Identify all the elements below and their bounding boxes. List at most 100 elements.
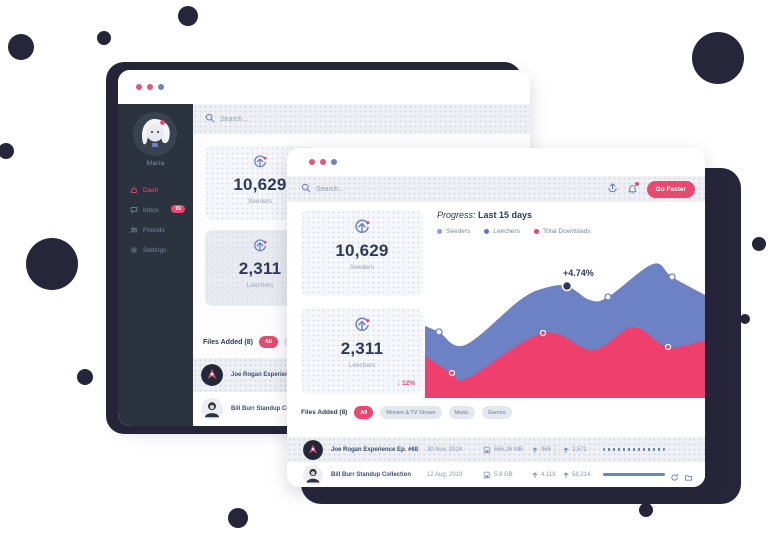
- decor-circle: [97, 31, 111, 45]
- seeds-count: 4,119: [541, 471, 556, 478]
- sidebar-nav: Dash Inbox 99 Friends: [118, 180, 193, 260]
- filter-chip-music[interactable]: Music: [448, 406, 475, 419]
- search-icon: [301, 180, 311, 198]
- legend-item-total-downloads[interactable]: Total Downloads: [533, 228, 591, 235]
- window-close-button[interactable]: [136, 84, 142, 90]
- gear-icon: [130, 246, 138, 254]
- filter-chip-all[interactable]: All: [354, 406, 374, 419]
- search-placeholder: Search...: [316, 185, 345, 193]
- user-avatar[interactable]: [133, 112, 177, 156]
- progress-bar: [603, 473, 665, 476]
- file-title: Bill Burr Standup Collection: [231, 406, 312, 412]
- friends-icon: [130, 226, 138, 234]
- legend-label: Total Downloads: [542, 228, 591, 235]
- file-thumbnail: [201, 398, 223, 420]
- files-title: Files Added (8): [203, 338, 253, 346]
- stat-label: Seeders: [349, 263, 375, 271]
- decor-circle: [740, 314, 750, 324]
- window-close-button[interactable]: [309, 159, 315, 165]
- window-minimize-button[interactable]: [147, 84, 153, 90]
- filter-chip-movies-tv[interactable]: Movies & TV Shows: [380, 406, 442, 419]
- stat-label: Seeders: [247, 197, 273, 205]
- legend-dot: [437, 229, 442, 234]
- notifications-button[interactable]: [627, 181, 639, 195]
- files-header: Files Added (8) All Movies & TV Shows Mu…: [301, 406, 695, 419]
- window-maximize-button[interactable]: [158, 84, 164, 90]
- decor-circle: [639, 503, 653, 517]
- seed-upload-icon: [252, 154, 268, 175]
- file-thumbnail: [303, 464, 323, 485]
- stat-value: 10,629: [335, 241, 389, 260]
- sidebar-item-inbox[interactable]: Inbox 99: [118, 200, 193, 220]
- leech-download-icon: [252, 238, 268, 259]
- window-minimize-button[interactable]: [320, 159, 326, 165]
- stat-label: Leechers: [348, 361, 376, 369]
- stat-label: Leechers: [246, 281, 274, 289]
- peers-up-icon: [562, 462, 570, 487]
- peers-count: 58,214: [572, 471, 591, 478]
- chart-legend: Seeders Leechers Total Downloads: [437, 228, 591, 235]
- go-faster-button[interactable]: Go Faster: [646, 180, 695, 198]
- file-thumbnail: [201, 364, 223, 386]
- chart-title: Progress: Last 15 days: [437, 210, 532, 220]
- chart-title-main: Last 15 days: [478, 210, 533, 220]
- peers-up-icon: [562, 437, 570, 462]
- filter-chip-games[interactable]: Games: [481, 406, 512, 419]
- seed-upload-icon: [353, 218, 371, 241]
- sidebar-item-friends[interactable]: Friends: [118, 220, 193, 240]
- sidebar-item-dash[interactable]: Dash: [118, 180, 193, 200]
- sidebar-item-settings[interactable]: Settings: [118, 240, 193, 260]
- file-row[interactable]: Joe Rogan Experience Ep. #68 30 Nov, 202…: [287, 437, 705, 462]
- user-name: Maria: [146, 160, 165, 167]
- search-placeholder: Search...: [220, 115, 249, 123]
- sidebar-item-label: Friends: [143, 226, 165, 234]
- peers-count: 2,571: [572, 446, 588, 453]
- window-maximize-button[interactable]: [331, 159, 337, 165]
- leech-download-icon: [353, 316, 371, 339]
- decor-circle: [752, 237, 766, 251]
- sidebar-item-label: Dash: [143, 186, 159, 194]
- filter-chip-all[interactable]: All: [258, 336, 278, 348]
- disk-icon: [483, 462, 491, 487]
- legend-label: Seeders: [446, 228, 471, 235]
- legend-dot: [533, 229, 539, 234]
- legend-item-leechers[interactable]: Leechers: [484, 228, 520, 235]
- decor-circle: [692, 32, 744, 84]
- upload-icon[interactable]: [607, 180, 618, 198]
- home-icon: [130, 186, 138, 194]
- file-row[interactable]: Bill Burr Standup Collection 12 Aug, 201…: [287, 462, 705, 487]
- decor-circle: [178, 6, 198, 26]
- chart-title-prefix: Progress:: [437, 210, 476, 220]
- file-title: Joe Rogan Experience Ep. #68: [331, 446, 419, 453]
- folder-icon[interactable]: [684, 469, 693, 487]
- svg-text:+4.74%: +4.74%: [563, 268, 594, 278]
- files-title: Files Added (8): [301, 409, 348, 416]
- decor-circle: [8, 34, 34, 60]
- search-bar[interactable]: Search...: [193, 104, 530, 134]
- seeds-up-icon: [531, 462, 539, 487]
- chat-icon: [130, 206, 138, 214]
- search-bar[interactable]: Search... Go Faster: [287, 176, 705, 202]
- front-titlebar: [287, 148, 705, 176]
- stat-value: 2,311: [340, 339, 384, 358]
- legend-dot: [484, 229, 490, 234]
- search-icon: [205, 110, 215, 128]
- stat-value: 10,629: [233, 175, 287, 194]
- file-title: Joe Rogan Experience Ep. #68: [231, 372, 319, 378]
- stat-card-leechers: 2,311 Leechers ↓ 12%: [301, 308, 423, 394]
- file-date: 30 Nov, 2024: [427, 446, 463, 453]
- decor-circle: [0, 143, 14, 159]
- progress-area-chart: +4.74%: [425, 263, 705, 398]
- sidebar: Maria Dash Inbox 99: [118, 104, 193, 426]
- decor-circle: [77, 369, 93, 385]
- decor-circle: [228, 508, 248, 528]
- legend-item-seeders[interactable]: Seeders: [437, 228, 470, 235]
- file-thumbnail: [303, 439, 323, 460]
- reseed-icon[interactable]: [670, 469, 679, 487]
- decor-circle: [26, 238, 78, 290]
- notification-dot: [634, 181, 639, 186]
- file-date: 12 Aug, 2019: [427, 471, 463, 478]
- disk-icon: [483, 437, 491, 462]
- seeds-count: 965: [541, 446, 552, 453]
